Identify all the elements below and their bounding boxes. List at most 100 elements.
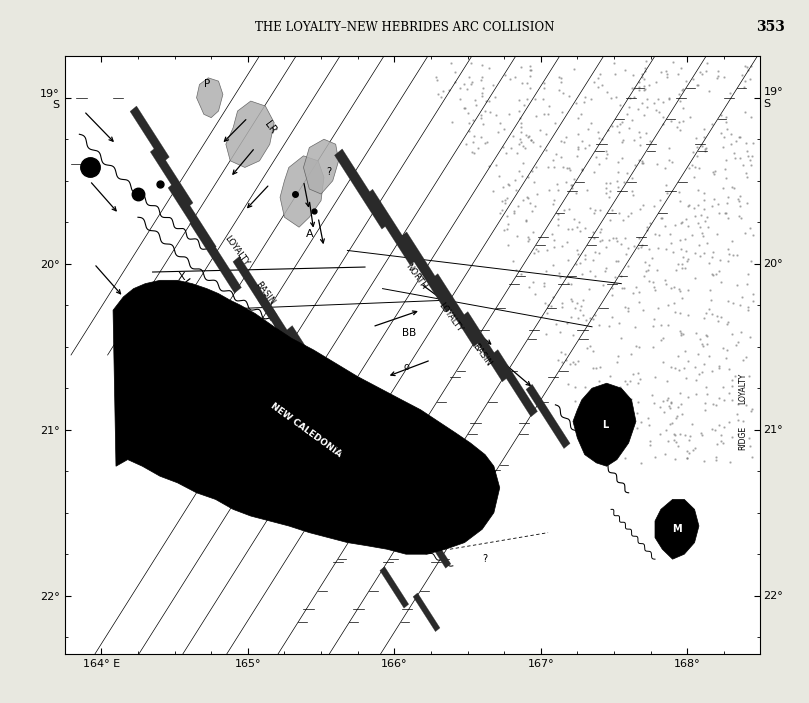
Point	[650, 76, 663, 87]
Point	[565, 179, 578, 191]
Point	[561, 317, 574, 328]
Point	[633, 131, 646, 143]
Point	[552, 209, 565, 220]
Point	[557, 204, 570, 215]
Polygon shape	[335, 149, 390, 229]
Point	[680, 452, 693, 463]
Point	[482, 161, 495, 172]
Point	[721, 344, 734, 355]
Point	[457, 79, 470, 90]
Point	[547, 292, 560, 303]
Point	[662, 392, 675, 404]
Point	[613, 207, 626, 219]
Point	[709, 455, 722, 466]
Point	[682, 199, 695, 210]
Point	[743, 154, 756, 165]
Point	[641, 93, 654, 105]
Point	[600, 86, 613, 98]
Point	[656, 395, 669, 406]
Point	[637, 73, 650, 84]
Point	[697, 247, 710, 259]
Point	[731, 428, 744, 439]
Point	[516, 77, 529, 89]
Point	[731, 336, 744, 347]
Point	[568, 382, 581, 393]
Point	[722, 255, 735, 266]
Point	[555, 297, 568, 309]
Point	[630, 408, 643, 419]
Point	[525, 135, 538, 146]
Point	[676, 116, 689, 127]
Point	[634, 242, 647, 253]
Text: RIDGE: RIDGE	[739, 426, 748, 450]
Point	[689, 375, 702, 386]
Point	[693, 368, 705, 380]
Point	[731, 409, 743, 420]
Point	[693, 67, 706, 78]
Point	[593, 247, 606, 259]
Point	[744, 332, 757, 343]
Point	[596, 279, 609, 290]
Point	[679, 429, 692, 440]
Point	[691, 79, 704, 91]
Point	[625, 349, 637, 360]
Point	[621, 168, 633, 179]
Point	[629, 340, 642, 352]
Point	[706, 246, 719, 257]
Point	[553, 271, 566, 283]
Point	[570, 150, 583, 162]
Point	[660, 187, 673, 198]
Point	[498, 194, 511, 205]
Point	[591, 127, 604, 138]
Point	[454, 82, 467, 93]
Point	[732, 398, 745, 409]
Point	[733, 299, 746, 311]
Point	[742, 151, 755, 162]
Point	[621, 305, 634, 316]
Point	[740, 172, 753, 183]
Point	[612, 156, 625, 167]
Point	[739, 168, 752, 179]
Point	[625, 207, 637, 219]
Point	[571, 245, 584, 256]
Point	[625, 401, 638, 413]
Point	[673, 95, 686, 106]
Point	[697, 340, 709, 352]
Point	[565, 311, 578, 322]
Point	[570, 188, 582, 199]
Point	[637, 157, 650, 169]
Point	[713, 363, 726, 374]
Point	[695, 228, 708, 239]
Point	[713, 207, 726, 219]
Point	[568, 173, 581, 184]
Point	[632, 378, 645, 389]
Point	[612, 255, 625, 266]
Point	[557, 87, 570, 98]
Point	[471, 142, 484, 153]
Point	[696, 367, 709, 378]
Point	[579, 91, 592, 103]
Point	[453, 93, 466, 105]
Point	[534, 141, 547, 152]
Point	[587, 232, 600, 243]
Point	[560, 236, 573, 247]
Point	[644, 435, 657, 446]
Point	[492, 127, 505, 138]
Text: LOYALTY: LOYALTY	[222, 233, 250, 267]
Point	[619, 375, 632, 387]
Point	[718, 394, 731, 406]
Point	[700, 329, 713, 340]
Point	[654, 428, 667, 439]
Point	[681, 254, 694, 265]
Point	[612, 443, 625, 454]
Point	[643, 135, 656, 146]
Point	[721, 197, 734, 208]
Polygon shape	[349, 466, 386, 520]
Point	[571, 143, 584, 155]
Point	[692, 184, 705, 195]
Point	[648, 200, 661, 212]
Point	[655, 213, 668, 224]
Point	[689, 133, 702, 144]
Point	[632, 126, 645, 137]
Point	[592, 132, 605, 143]
